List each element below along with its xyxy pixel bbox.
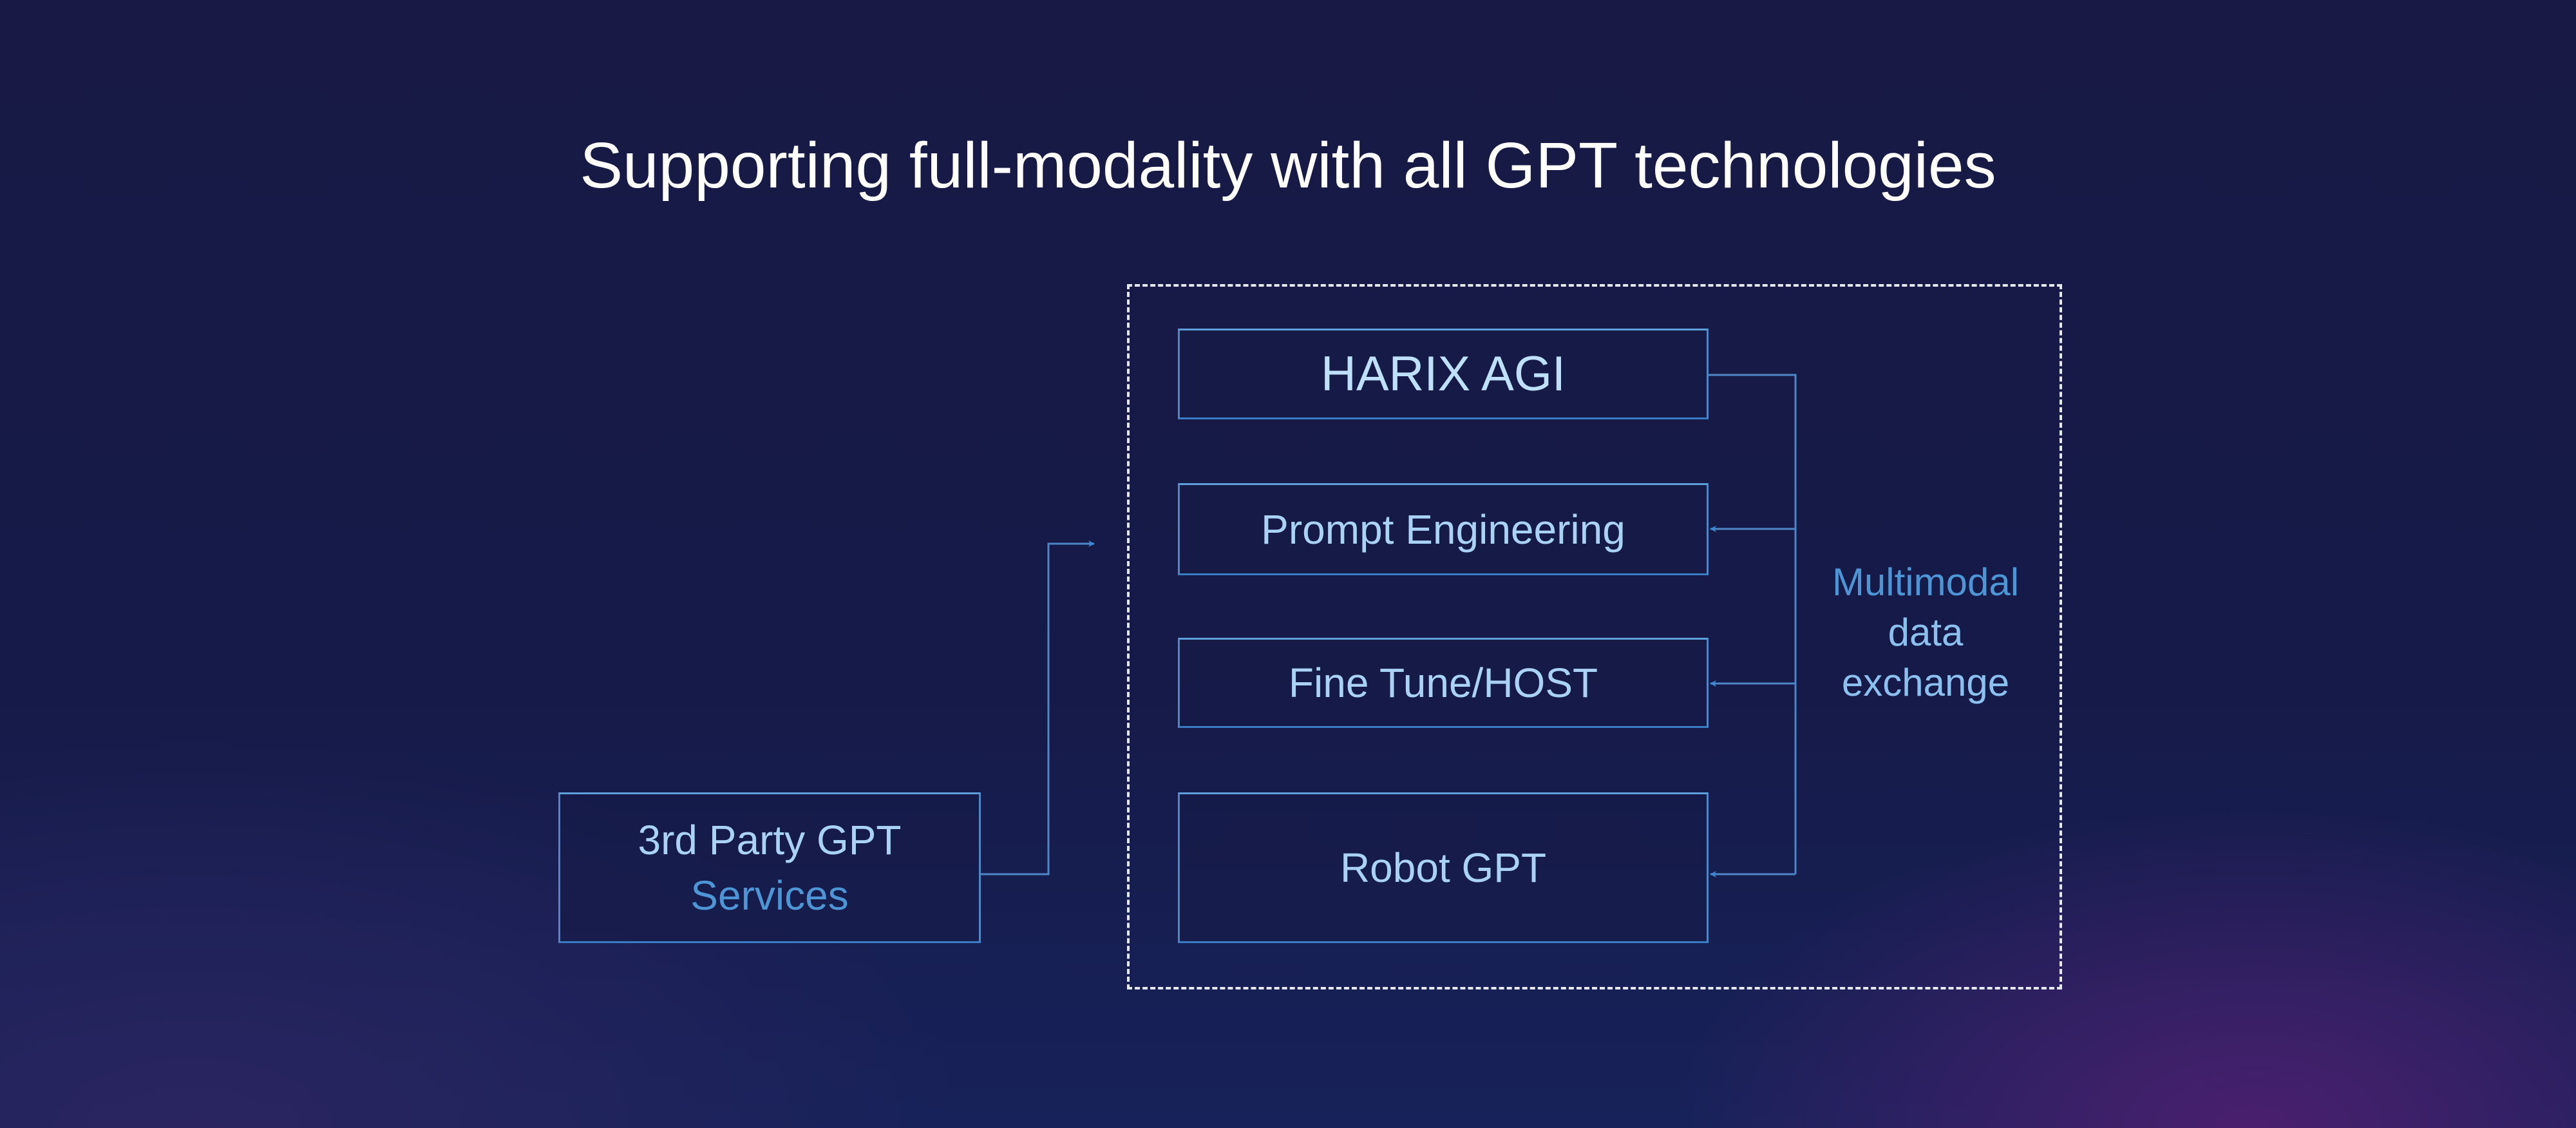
platform-group-border: [1127, 284, 2062, 989]
robot-gpt-box: Robot GPT: [1178, 792, 1709, 943]
exchange-label-line1: Multimodal: [1832, 560, 2020, 604]
prompt-engineering-box: Prompt Engineering: [1178, 483, 1709, 575]
exchange-label-line3: exchange: [1841, 661, 2010, 704]
fine-tune-host-box: Fine Tune/HOST: [1178, 638, 1709, 728]
third-party-label-line2: Services: [690, 872, 849, 919]
prompt-engineering-label: Prompt Engineering: [1261, 506, 1625, 553]
exchange-label-line2: data: [1888, 611, 1964, 654]
robot-gpt-label: Robot GPT: [1340, 845, 1547, 891]
harix-agi-label: HARIX AGI: [1320, 347, 1566, 401]
third-party-gpt-box: 3rd Party GPT Services: [558, 792, 981, 943]
third-party-label-line1: 3rd Party GPT: [638, 816, 902, 863]
harix-agi-box: HARIX AGI: [1178, 329, 1709, 419]
fine-tune-host-label: Fine Tune/HOST: [1288, 660, 1598, 706]
arrow-third-party-to-platform: [981, 540, 1095, 875]
exchange-bus-line: [1709, 374, 1797, 874]
page-title: Supporting full-modality with all GPT te…: [580, 129, 1996, 202]
multimodal-exchange-label: Multimodal data exchange: [1790, 557, 2061, 708]
